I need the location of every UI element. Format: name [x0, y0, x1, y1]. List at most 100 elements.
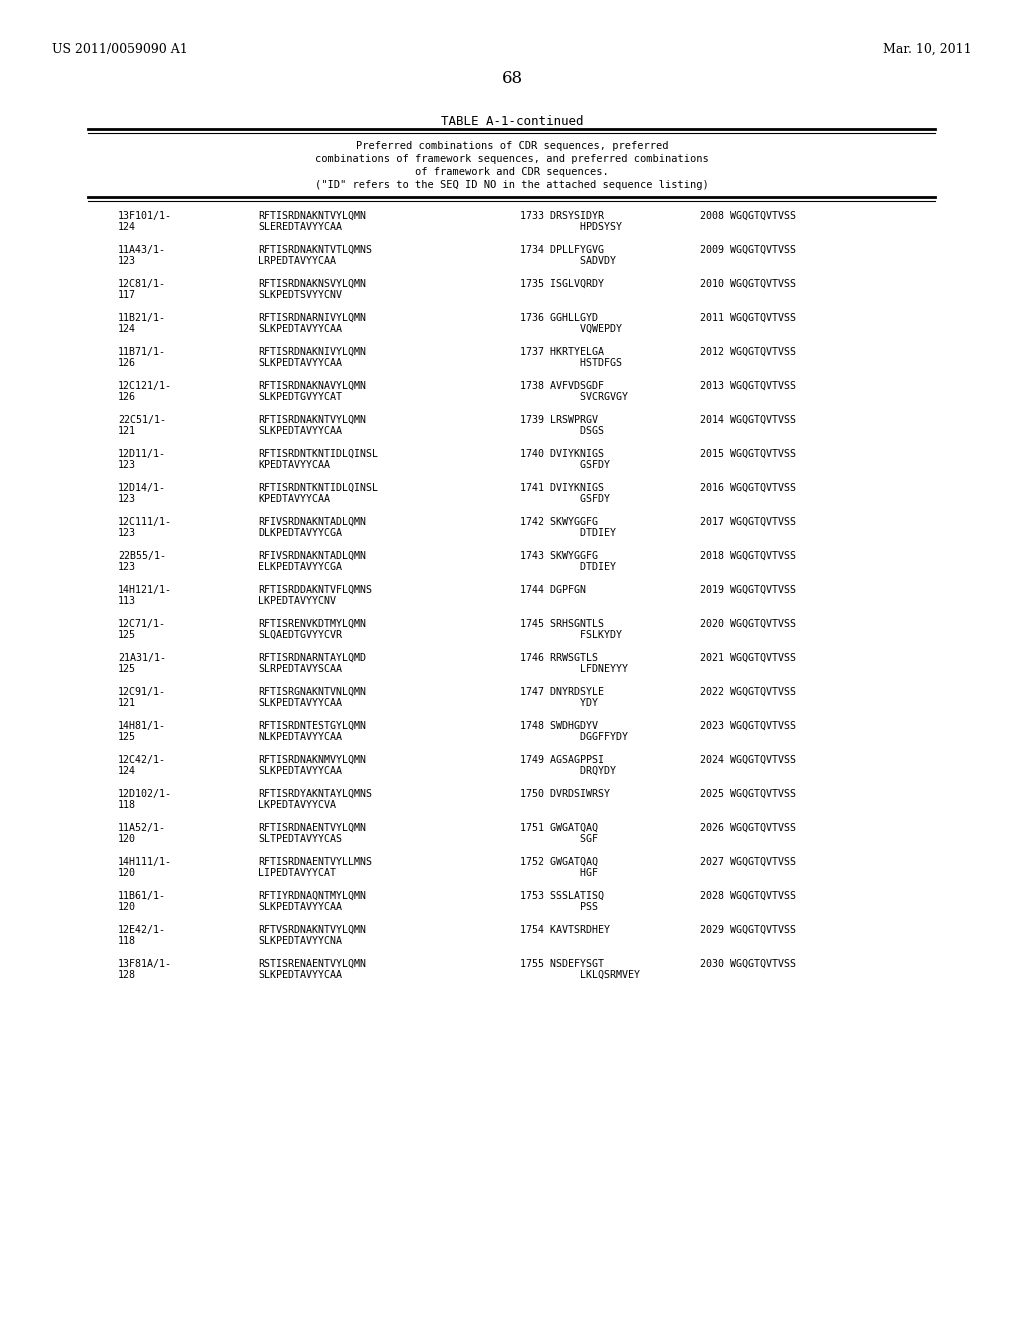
Text: 2011 WGQGTQVTVSS: 2011 WGQGTQVTVSS [700, 313, 796, 323]
Text: 1739 LRSWPRGV: 1739 LRSWPRGV [520, 414, 598, 425]
Text: 124: 124 [118, 222, 136, 232]
Text: KPEDTAVYYCAA: KPEDTAVYYCAA [258, 459, 330, 470]
Text: 118: 118 [118, 936, 136, 946]
Text: 2019 WGQGTQVTVSS: 2019 WGQGTQVTVSS [700, 585, 796, 595]
Text: ELKPEDTAVYYCGA: ELKPEDTAVYYCGA [258, 562, 342, 572]
Text: 2022 WGQGTQVTVSS: 2022 WGQGTQVTVSS [700, 686, 796, 697]
Text: 12C71/1-: 12C71/1- [118, 619, 166, 630]
Text: 121: 121 [118, 426, 136, 436]
Text: 12D102/1-: 12D102/1- [118, 789, 172, 799]
Text: DTDIEY: DTDIEY [520, 562, 616, 572]
Text: RFIVSRDNAKNTADLQMN: RFIVSRDNAKNTADLQMN [258, 550, 366, 561]
Text: HSTDFGS: HSTDFGS [520, 358, 622, 368]
Text: LKLQSRMVEY: LKLQSRMVEY [520, 970, 640, 979]
Text: RFTISRENVKDTMYLQMN: RFTISRENVKDTMYLQMN [258, 619, 366, 630]
Text: DTDIEY: DTDIEY [520, 528, 616, 539]
Text: RFTISRDNTKNTIDLQINSL: RFTISRDNTKNTIDLQINSL [258, 449, 378, 459]
Text: 2030 WGQGTQVTVSS: 2030 WGQGTQVTVSS [700, 960, 796, 969]
Text: RFTISRDNTESTGYLQMN: RFTISRDNTESTGYLQMN [258, 721, 366, 731]
Text: 22B55/1-: 22B55/1- [118, 550, 166, 561]
Text: Preferred combinations of CDR sequences, preferred: Preferred combinations of CDR sequences,… [355, 141, 669, 150]
Text: RFTIYRDNAQNTMYLQMN: RFTIYRDNAQNTMYLQMN [258, 891, 366, 902]
Text: RFTVSRDNAKNTVYLQMN: RFTVSRDNAKNTVYLQMN [258, 925, 366, 935]
Text: 2029 WGQGTQVTVSS: 2029 WGQGTQVTVSS [700, 925, 796, 935]
Text: 113: 113 [118, 597, 136, 606]
Text: 117: 117 [118, 290, 136, 300]
Text: 14H121/1-: 14H121/1- [118, 585, 172, 595]
Text: SLRPEDTAVYSCAA: SLRPEDTAVYSCAA [258, 664, 342, 675]
Text: 12C81/1-: 12C81/1- [118, 279, 166, 289]
Text: SLKPEDTAVYYCAA: SLKPEDTAVYYCAA [258, 970, 342, 979]
Text: RFTISRDYAKNTAYLQMNS: RFTISRDYAKNTAYLQMNS [258, 789, 372, 799]
Text: 2008 WGQGTQVTVSS: 2008 WGQGTQVTVSS [700, 211, 796, 220]
Text: RFTISRDDAKNTVFLQMNS: RFTISRDDAKNTVFLQMNS [258, 585, 372, 595]
Text: 1740 DVIYKNIGS: 1740 DVIYKNIGS [520, 449, 604, 459]
Text: 2018 WGQGTQVTVSS: 2018 WGQGTQVTVSS [700, 550, 796, 561]
Text: 2025 WGQGTQVTVSS: 2025 WGQGTQVTVSS [700, 789, 796, 799]
Text: 68: 68 [502, 70, 522, 87]
Text: RFTISRDNAKNMVYLQMN: RFTISRDNAKNMVYLQMN [258, 755, 366, 766]
Text: SLKPEDTAVYYCAA: SLKPEDTAVYYCAA [258, 902, 342, 912]
Text: VQWEPDY: VQWEPDY [520, 323, 622, 334]
Text: 1748 SWDHGDYV: 1748 SWDHGDYV [520, 721, 598, 731]
Text: 2013 WGQGTQVTVSS: 2013 WGQGTQVTVSS [700, 381, 796, 391]
Text: FSLKYDY: FSLKYDY [520, 630, 622, 640]
Text: RFTISRGNAKNTVNLQMN: RFTISRGNAKNTVNLQMN [258, 686, 366, 697]
Text: 1736 GGHLLGYD: 1736 GGHLLGYD [520, 313, 598, 323]
Text: 1753 SSSLATISQ: 1753 SSSLATISQ [520, 891, 604, 902]
Text: 2009 WGQGTQVTVSS: 2009 WGQGTQVTVSS [700, 246, 796, 255]
Text: SLKPEDTAVYYCNA: SLKPEDTAVYYCNA [258, 936, 342, 946]
Text: 1741 DVIYKNIGS: 1741 DVIYKNIGS [520, 483, 604, 492]
Text: 124: 124 [118, 323, 136, 334]
Text: 11B61/1-: 11B61/1- [118, 891, 166, 902]
Text: SLTPEDTAVYYCAS: SLTPEDTAVYYCAS [258, 834, 342, 843]
Text: 14H81/1-: 14H81/1- [118, 721, 166, 731]
Text: 1733 DRSYSIDYR: 1733 DRSYSIDYR [520, 211, 604, 220]
Text: 1751 GWGATQAQ: 1751 GWGATQAQ [520, 822, 598, 833]
Text: 1735 ISGLVQRDY: 1735 ISGLVQRDY [520, 279, 604, 289]
Text: SVCRGVGY: SVCRGVGY [520, 392, 628, 403]
Text: 1752 GWGATQAQ: 1752 GWGATQAQ [520, 857, 598, 867]
Text: 1750 DVRDSIWRSY: 1750 DVRDSIWRSY [520, 789, 610, 799]
Text: 1734 DPLLFYGVG: 1734 DPLLFYGVG [520, 246, 604, 255]
Text: 1737 HKRTYELGA: 1737 HKRTYELGA [520, 347, 604, 356]
Text: 120: 120 [118, 834, 136, 843]
Text: RFTISRDNARNIVYLQMN: RFTISRDNARNIVYLQMN [258, 313, 366, 323]
Text: 123: 123 [118, 459, 136, 470]
Text: 2028 WGQGTQVTVSS: 2028 WGQGTQVTVSS [700, 891, 796, 902]
Text: SLKPEDTSVYYCNV: SLKPEDTSVYYCNV [258, 290, 342, 300]
Text: 22C51/1-: 22C51/1- [118, 414, 166, 425]
Text: 1745 SRHSGNTLS: 1745 SRHSGNTLS [520, 619, 604, 630]
Text: 124: 124 [118, 766, 136, 776]
Text: SLKPEDTAVYYCAA: SLKPEDTAVYYCAA [258, 426, 342, 436]
Text: LIPEDTAVYYCAT: LIPEDTAVYYCAT [258, 869, 336, 878]
Text: 2027 WGQGTQVTVSS: 2027 WGQGTQVTVSS [700, 857, 796, 867]
Text: 123: 123 [118, 528, 136, 539]
Text: DGGFFYDY: DGGFFYDY [520, 733, 628, 742]
Text: SLKPEDTAVYYCAA: SLKPEDTAVYYCAA [258, 358, 342, 368]
Text: 128: 128 [118, 970, 136, 979]
Text: 125: 125 [118, 630, 136, 640]
Text: HPDSYSY: HPDSYSY [520, 222, 622, 232]
Text: 120: 120 [118, 902, 136, 912]
Text: 12C42/1-: 12C42/1- [118, 755, 166, 766]
Text: SLKPEDTGVYYCAT: SLKPEDTGVYYCAT [258, 392, 342, 403]
Text: 12E42/1-: 12E42/1- [118, 925, 166, 935]
Text: 2015 WGQGTQVTVSS: 2015 WGQGTQVTVSS [700, 449, 796, 459]
Text: SGF: SGF [520, 834, 598, 843]
Text: 2012 WGQGTQVTVSS: 2012 WGQGTQVTVSS [700, 347, 796, 356]
Text: 21A31/1-: 21A31/1- [118, 653, 166, 663]
Text: LKPEDTAVYYCVA: LKPEDTAVYYCVA [258, 800, 336, 810]
Text: 2016 WGQGTQVTVSS: 2016 WGQGTQVTVSS [700, 483, 796, 492]
Text: 12C121/1-: 12C121/1- [118, 381, 172, 391]
Text: SLEREDTAVYYCAA: SLEREDTAVYYCAA [258, 222, 342, 232]
Text: 2017 WGQGTQVTVSS: 2017 WGQGTQVTVSS [700, 517, 796, 527]
Text: 1749 AGSAGPPSI: 1749 AGSAGPPSI [520, 755, 604, 766]
Text: 11B71/1-: 11B71/1- [118, 347, 166, 356]
Text: RSTISRENAENTVYLQMN: RSTISRENAENTVYLQMN [258, 960, 366, 969]
Text: RFTISRDNAKNSVYLQMN: RFTISRDNAKNSVYLQMN [258, 279, 366, 289]
Text: 2010 WGQGTQVTVSS: 2010 WGQGTQVTVSS [700, 279, 796, 289]
Text: RFTISRDNAKNAVYLQMN: RFTISRDNAKNAVYLQMN [258, 381, 366, 391]
Text: RFTISRDNAKNIVYLQMN: RFTISRDNAKNIVYLQMN [258, 347, 366, 356]
Text: 12C111/1-: 12C111/1- [118, 517, 172, 527]
